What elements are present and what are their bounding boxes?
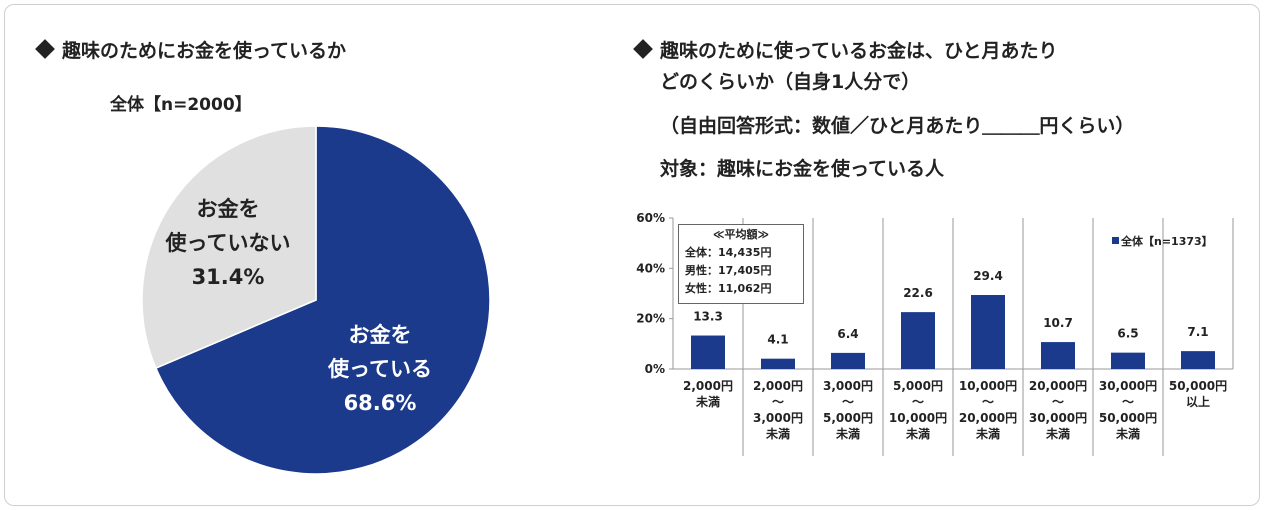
category-label: 2,000円 未満 <box>673 378 743 410</box>
pie-slice-label: 使っていない <box>165 231 291 255</box>
category-label-line: 3,000円 <box>823 379 873 393</box>
category-label-line: 未満 <box>975 427 1000 441</box>
category-label-line: 10,000円 <box>958 379 1018 393</box>
category-label-line: 未満 <box>1045 427 1070 441</box>
category-label-line: 5,000円 <box>893 379 943 393</box>
category-label-line: 20,000円 <box>1028 379 1088 393</box>
average-box-header: ≪平均額≫ <box>712 228 770 241</box>
category-label-line: ～ <box>1121 395 1134 409</box>
bar-0 <box>691 335 725 369</box>
legend-label: 全体【n=1373】 <box>1121 235 1213 248</box>
average-female: 女性：11,062円 <box>685 282 772 295</box>
category-label: 3,000円 ～ 5,000円 未満 <box>813 378 883 442</box>
pie-slice-0 <box>154 125 491 475</box>
bar-value-label: 22.6 <box>903 286 933 300</box>
category-label: 50,000円 以上 <box>1163 378 1233 410</box>
bar-value-label: 7.1 <box>1187 325 1208 339</box>
bar-3 <box>901 312 935 369</box>
pie-subtitle: 全体【n=2000】 <box>110 95 252 115</box>
y-tick-label: 0% <box>645 362 665 376</box>
bar-value-label: 13.3 <box>693 310 723 324</box>
bar-title-line-4: 対象：趣味にお金を使っている人 <box>660 158 945 180</box>
pie-slice-1 <box>141 125 317 370</box>
category-label-line: 50,000円 <box>1168 379 1228 393</box>
bar-value-label: 10.7 <box>1043 316 1073 330</box>
category-label-line: ～ <box>1051 395 1064 409</box>
category-label: 30,000円 ～ 50,000円 未満 <box>1093 378 1163 442</box>
pie-value-label: 68.6% <box>344 391 417 415</box>
y-tick-label: 20% <box>636 312 665 326</box>
category-label-line: 20,000円 <box>958 411 1018 425</box>
bar-value-label: 6.4 <box>837 327 858 341</box>
category-label-line: 未満 <box>905 427 930 441</box>
bar-value-label: 29.4 <box>973 269 1003 283</box>
legend-swatch <box>1112 237 1119 244</box>
category-label-line: 30,000円 <box>1098 379 1158 393</box>
category-label-line: 未満 <box>765 427 790 441</box>
bar-title-line-2: どのくらいか（自身1人分で） <box>660 71 921 93</box>
category-label-line: 50,000円 <box>1098 411 1158 425</box>
y-tick-label: 40% <box>636 261 665 275</box>
category-label: 10,000円 ～ 20,000円 未満 <box>953 378 1023 442</box>
category-label-line: 10,000円 <box>888 411 948 425</box>
bar-legend: 全体【n=1373】 <box>1112 233 1213 249</box>
category-label: 2,000円 ～ 3,000円 未満 <box>743 378 813 442</box>
category-label-line: 以上 <box>1185 395 1210 409</box>
category-label-line: 未満 <box>1115 427 1140 441</box>
category-label-line: 未満 <box>695 395 720 409</box>
category-label-line: ～ <box>771 395 784 409</box>
bar-title-line-1: 趣味のために使っているお金は、ひと月あたり <box>633 36 1057 63</box>
category-label-line: ～ <box>981 395 994 409</box>
category-label-line: ～ <box>841 395 854 409</box>
bar-5 <box>1041 342 1075 369</box>
pie-slice-label: お金を <box>349 323 412 347</box>
category-label-line: 5,000円 <box>823 411 873 425</box>
bar-2 <box>831 352 865 369</box>
category-label: 5,000円 ～ 10,000円 未満 <box>883 378 953 442</box>
category-label-line: 2,000円 <box>753 379 803 393</box>
pie-value-label: 31.4% <box>192 265 265 289</box>
bar-7 <box>1181 351 1215 369</box>
category-label-line: 3,000円 <box>753 411 803 425</box>
y-tick-label: 60% <box>636 211 665 225</box>
category-label-line: ～ <box>911 395 924 409</box>
bar-1 <box>761 358 795 369</box>
pie-title: 趣味のためにお金を使っているか <box>35 36 346 63</box>
average-total: 全体：14,435円 <box>685 246 772 259</box>
category-label-line: 30,000円 <box>1028 411 1088 425</box>
bar-value-label: 6.5 <box>1117 327 1138 341</box>
average-male: 男性：17,405円 <box>685 264 772 277</box>
category-label-line: 未満 <box>835 427 860 441</box>
pie-slice-label: お金を <box>197 197 260 221</box>
category-label-line: 2,000円 <box>683 379 733 393</box>
bar-value-label: 4.1 <box>767 333 788 347</box>
bar-title-line-3: （自由回答形式：数値／ひと月あたり＿＿＿円くらい） <box>660 115 1135 137</box>
average-box: ≪平均額≫ 全体：14,435円 男性：17,405円 女性：11,062円 <box>678 224 804 304</box>
pie-slice-label: 使っている <box>327 357 432 381</box>
category-label: 20,000円 ～ 30,000円 未満 <box>1023 378 1093 442</box>
bar-4 <box>971 295 1005 369</box>
bar-6 <box>1111 352 1145 369</box>
